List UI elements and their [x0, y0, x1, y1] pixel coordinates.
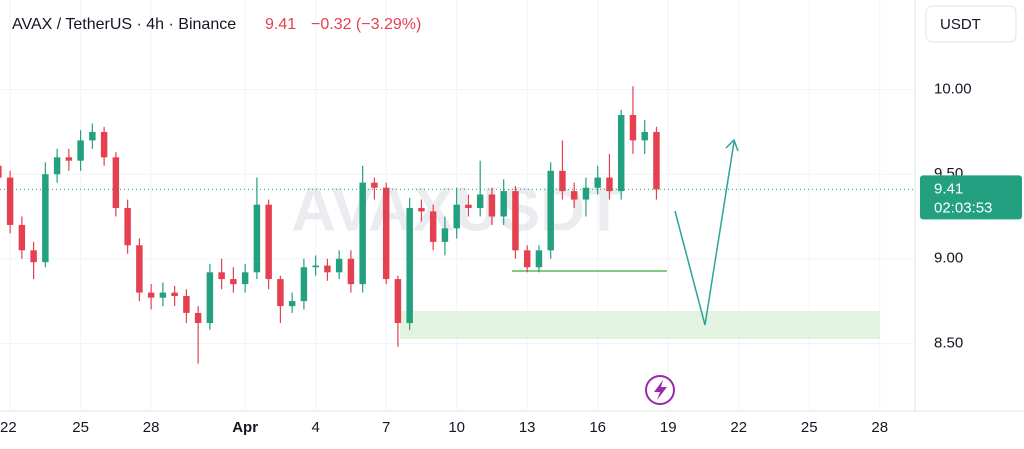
candle-body — [265, 204, 272, 280]
candle-body — [535, 250, 543, 268]
candle-body — [288, 301, 296, 307]
candle-body — [476, 194, 484, 209]
x-tick-label: 4 — [311, 419, 319, 436]
x-tick-label: 28 — [143, 419, 160, 436]
lightning-bolt — [654, 380, 667, 400]
candle-body — [394, 279, 402, 324]
last-price: 9.41 — [265, 16, 296, 33]
candle-body — [194, 312, 202, 324]
candle-body — [371, 182, 378, 188]
candle-body — [30, 250, 37, 263]
candle-body — [559, 170, 566, 192]
candle-body — [159, 292, 167, 298]
candle-body — [171, 292, 178, 296]
candle-body — [629, 115, 637, 141]
candle-body — [500, 191, 507, 217]
projection-arrow — [674, 141, 735, 326]
candle-body — [453, 204, 460, 229]
candle-body — [277, 279, 284, 307]
countdown: 02:03:53 — [934, 199, 992, 216]
candle-body — [594, 177, 601, 188]
candle-body — [65, 157, 73, 161]
candle-body — [359, 182, 366, 285]
candle-body — [465, 204, 472, 209]
price-tag-value: 9.41 — [934, 180, 963, 197]
candle-body — [429, 211, 437, 242]
x-tick-label: Apr — [232, 419, 258, 436]
candle-body — [136, 245, 143, 293]
arrow-head — [725, 138, 739, 152]
candle-body — [512, 191, 519, 251]
candle-body — [523, 250, 531, 268]
candle-body — [335, 258, 343, 273]
candle-body — [382, 187, 390, 280]
y-tick-label: 8.50 — [934, 334, 963, 351]
candle-body — [100, 131, 108, 158]
candle-body — [53, 157, 61, 175]
candle-body — [570, 191, 578, 200]
currency-button[interactable] — [925, 5, 1017, 43]
candle-body — [77, 140, 84, 161]
x-tick-label: 16 — [589, 419, 606, 436]
candle-body — [241, 272, 249, 285]
candle-body — [653, 131, 660, 190]
price-tag — [920, 175, 1022, 220]
candle-body — [230, 279, 237, 285]
y-tick-label: 10.00 — [934, 81, 972, 98]
candle-body — [418, 208, 425, 212]
candle-body — [347, 258, 355, 285]
lightning-icon[interactable] — [645, 375, 675, 405]
candle-body — [183, 295, 190, 313]
y-tick-label: 9.00 — [934, 250, 963, 267]
x-tick-label: 13 — [519, 419, 536, 436]
price-change: −0.32 (−3.29%) — [311, 16, 421, 33]
candle-body — [218, 272, 225, 280]
demand-zone — [400, 311, 880, 339]
candle-body — [582, 187, 590, 200]
candle-body — [300, 267, 308, 302]
x-tick-label: 10 — [448, 419, 465, 436]
x-tick-label: 25 — [801, 419, 818, 436]
currency: USDT — [940, 16, 981, 33]
x-tick-label: 28 — [871, 419, 888, 436]
candle-body — [0, 165, 2, 178]
candle-body — [18, 224, 26, 251]
candle-body — [312, 265, 319, 268]
candle-body — [124, 208, 131, 246]
candle-body — [617, 115, 625, 192]
x-tick-label: 22 — [0, 419, 17, 436]
candle-body — [547, 170, 554, 251]
candle-body — [488, 194, 496, 217]
x-tick-label: 25 — [72, 419, 89, 436]
candle-body — [42, 174, 49, 263]
candle-body — [324, 265, 331, 273]
candle-body — [641, 131, 648, 141]
candle-body — [147, 292, 155, 298]
candle-body — [206, 272, 214, 324]
candle-body — [606, 177, 613, 192]
candle-body — [89, 131, 96, 141]
candle-body — [441, 228, 449, 242]
x-tick-label: 7 — [382, 419, 390, 436]
x-tick-label: 19 — [660, 419, 677, 436]
x-tick-label: 22 — [730, 419, 747, 436]
candle-body — [6, 177, 14, 225]
chart-title: AVAX / TetherUS · 4h · Binance — [12, 16, 236, 33]
candle-body — [112, 157, 120, 209]
candle-body — [253, 204, 261, 273]
candle-body — [406, 208, 413, 324]
